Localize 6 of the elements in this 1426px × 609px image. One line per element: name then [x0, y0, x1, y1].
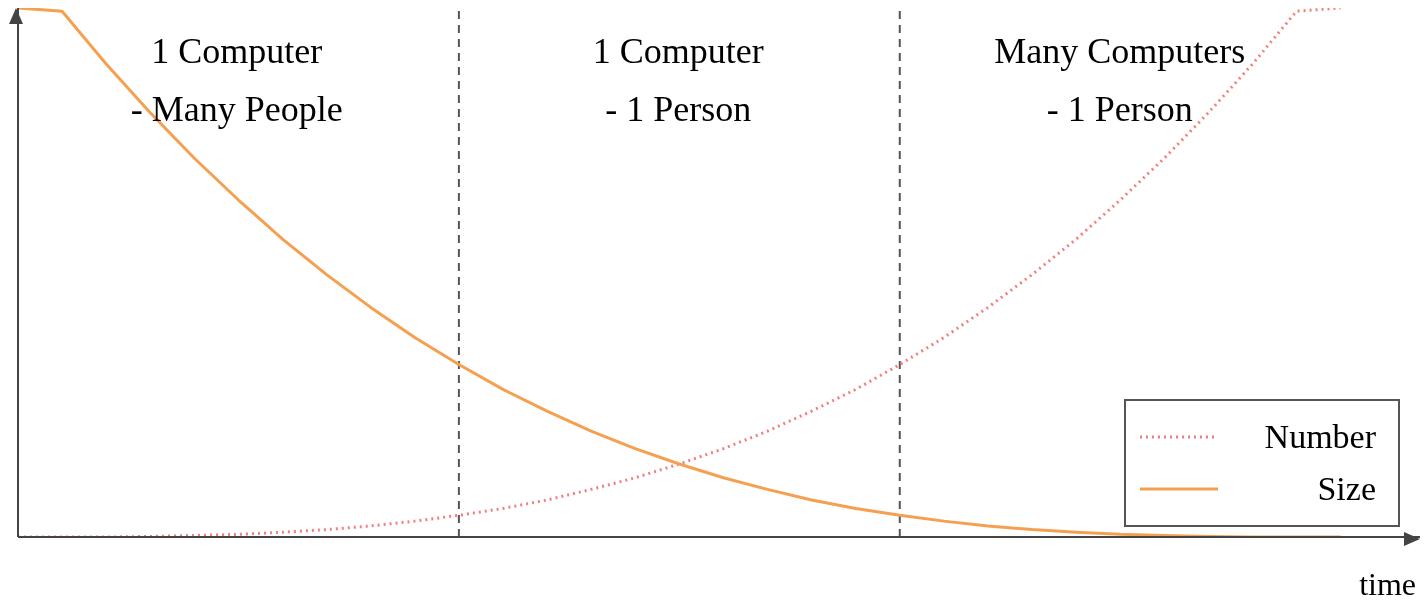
annotation: 1 Computer - Many People [129, 30, 344, 131]
x-axis-title: time [1359, 566, 1416, 603]
annotation: 1 Computer - 1 Person [591, 30, 765, 131]
series-label: Size [1317, 470, 1376, 508]
legend-label: Number [1264, 418, 1376, 456]
annotation: Many Computers - 1 Person [993, 30, 1247, 131]
